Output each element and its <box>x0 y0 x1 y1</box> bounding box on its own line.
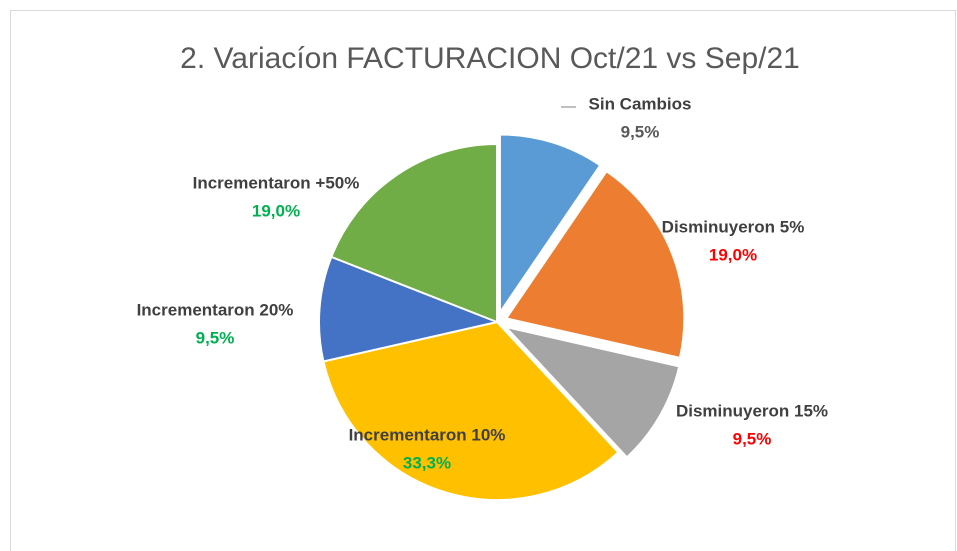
slice-label: Sin Cambios <box>589 94 692 113</box>
slice-label: Incrementaron +50% <box>193 173 360 192</box>
pie-slice <box>330 142 498 324</box>
value-label: 19,0% <box>252 201 300 220</box>
chart-title: 2. Variacíon FACTURACION Oct/21 vs Sep/2… <box>180 42 800 75</box>
value-label: 9,5% <box>733 429 772 448</box>
value-label: 33,3% <box>403 453 451 472</box>
pie-slice <box>318 255 501 363</box>
slice-label: Incrementaron 20% <box>137 300 294 319</box>
pie-slice <box>498 133 602 316</box>
pie-slice <box>504 169 686 359</box>
slice-label: Incrementaron 10% <box>349 425 506 444</box>
slice-label: Disminuyeron 5% <box>662 217 805 236</box>
slice-label: Disminuyeron 15% <box>676 401 828 420</box>
value-label: 19,0% <box>709 245 757 264</box>
value-label: 9,5% <box>621 122 660 141</box>
pie-slice <box>502 325 681 459</box>
value-label: 9,5% <box>196 328 235 347</box>
pie-slice <box>322 320 620 501</box>
